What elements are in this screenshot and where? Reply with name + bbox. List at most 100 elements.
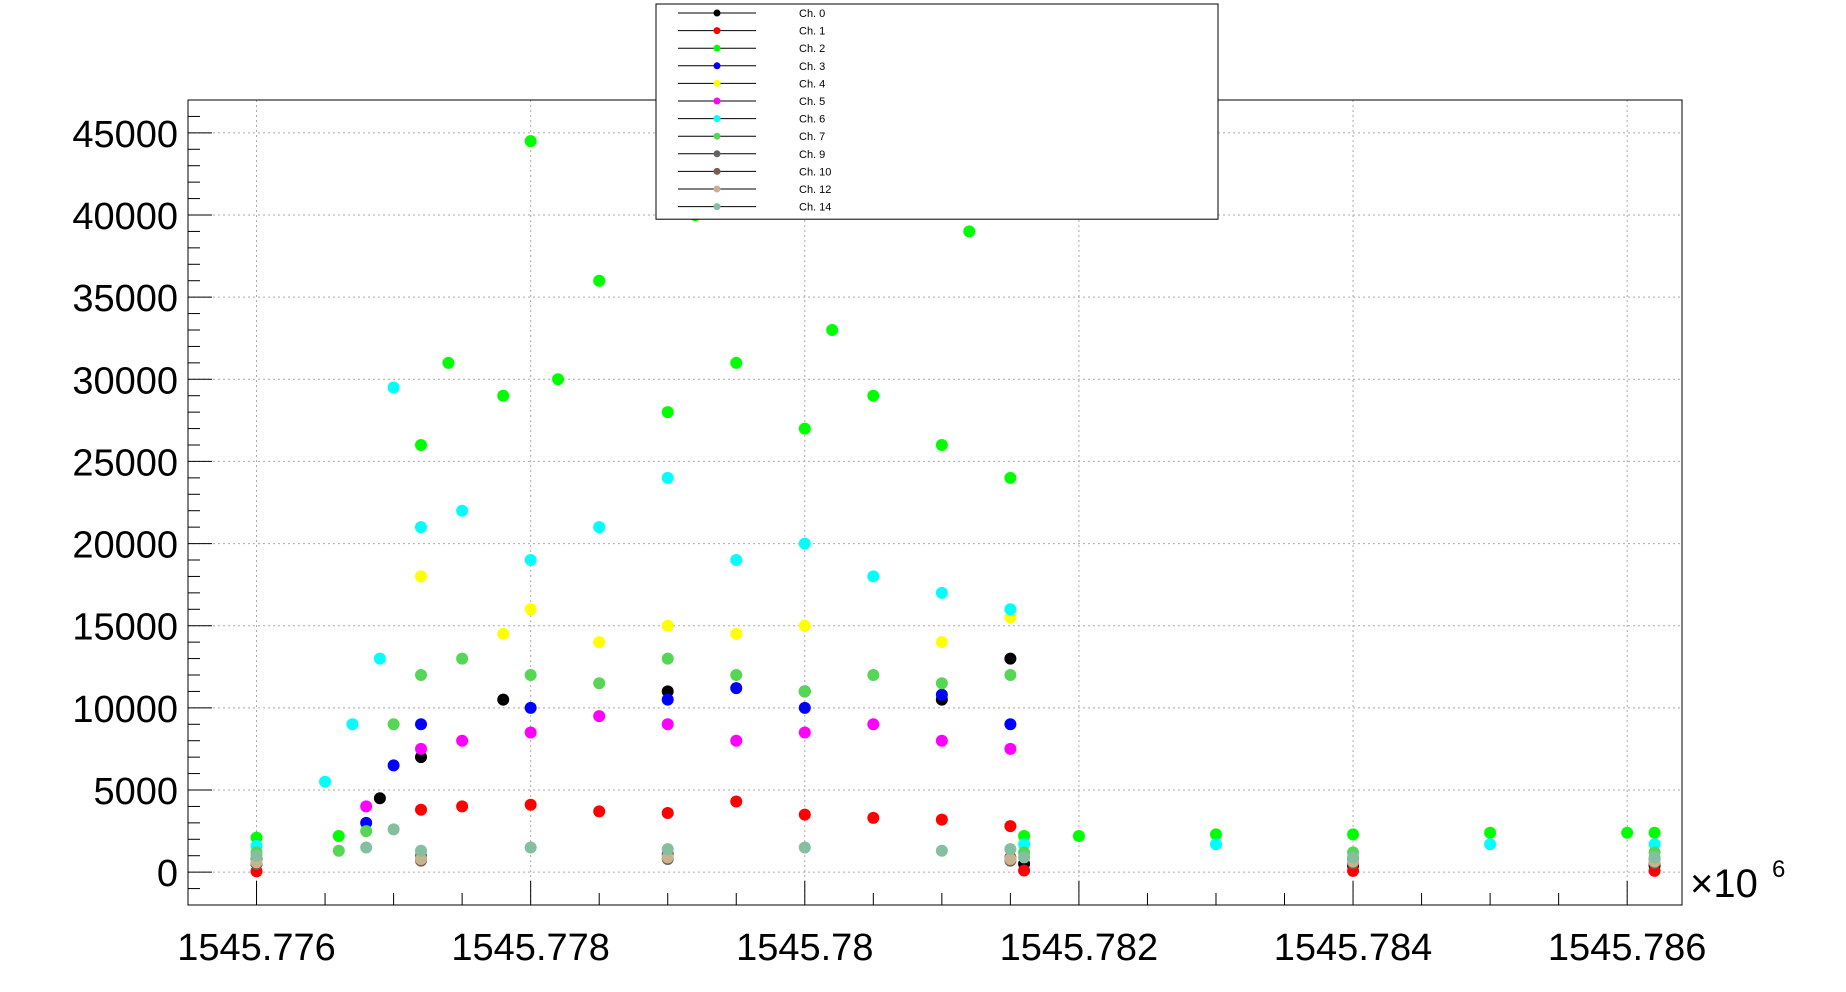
- series-7-point-3: [387, 718, 400, 731]
- x-tick-labels: 1545.776 1545.778 1545.78 1545.782 1545.784 1…: [177, 927, 1706, 969]
- series-3-point-5: [730, 682, 743, 695]
- legend-marker-0: [713, 9, 721, 17]
- series-3-point-8: [1004, 718, 1017, 731]
- x-multiplier-exponent: 6: [1772, 856, 1785, 883]
- legend-label-5: Ch. 5: [799, 96, 825, 108]
- legend-entry-7: Ch. 7: [678, 131, 825, 143]
- series-11-point-10: [1347, 851, 1360, 864]
- series-2-point-13: [867, 389, 880, 402]
- legend-label-3: Ch. 3: [799, 61, 825, 73]
- series-6-point-8: [593, 521, 606, 534]
- series-2-point-14: [935, 439, 948, 451]
- series-11-point-11: [1648, 851, 1661, 864]
- legend-label-9: Ch. 10: [799, 166, 831, 178]
- legend-marker-4: [713, 79, 721, 87]
- series-1-point-8: [867, 811, 880, 824]
- series-4-point-8: [1004, 611, 1017, 624]
- legend-marker-11: [713, 203, 721, 211]
- series-6-point-16: [1209, 838, 1222, 851]
- series-11-point-8: [1004, 843, 1017, 856]
- x-tick-label-0: 1545.776: [177, 927, 336, 969]
- series-6-point-5: [415, 521, 428, 534]
- legend-label-1: Ch. 1: [799, 26, 825, 38]
- legend-marker-10: [713, 185, 721, 193]
- series-4-point-2: [524, 603, 537, 616]
- x-tick-label-5: 1545.786: [1548, 927, 1707, 969]
- series-3: [360, 682, 1017, 829]
- series-6-point-17: [1484, 838, 1497, 851]
- series-11-point-9: [1018, 851, 1031, 864]
- series-2-point-17: [1018, 830, 1031, 842]
- series-2-point-7: [593, 274, 606, 287]
- series-2-point-11: [798, 422, 811, 435]
- series-6-point-7: [524, 554, 537, 566]
- series-1-point-9: [935, 813, 948, 826]
- series-5-point-8: [867, 718, 880, 731]
- series-0-point-4: [661, 685, 674, 698]
- series-1-point-7: [798, 808, 811, 821]
- series-6: [250, 381, 1661, 852]
- x-tick-label-2: 1545.78: [736, 927, 873, 969]
- legend-entry-5: Ch. 5: [678, 96, 825, 108]
- legend-box: [655, 3, 1219, 220]
- legend-marker-8: [713, 150, 721, 158]
- series-2-point-8: [661, 406, 674, 419]
- series-2-point-19: [1209, 828, 1222, 841]
- series-2-point-16: [1004, 471, 1017, 484]
- series-3-point-1: [387, 759, 400, 772]
- legend-entry-10: Ch. 12: [678, 184, 831, 196]
- series-11-point-2: [387, 823, 400, 836]
- series-3-point-7: [935, 688, 948, 701]
- series-6-point-15: [1018, 838, 1031, 851]
- series-5-point-3: [524, 726, 537, 739]
- series-6-point-11: [798, 537, 811, 550]
- series-10-point-1: [415, 853, 428, 865]
- legend-marker-5: [713, 97, 721, 105]
- legend-marker-6: [713, 115, 721, 123]
- legend-entry-6: Ch. 6: [678, 114, 825, 126]
- legend-entry-8: Ch. 9: [678, 149, 825, 161]
- series-1-point-4: [593, 805, 606, 818]
- legend-label-4: Ch. 4: [799, 78, 825, 90]
- series-2-point-15: [963, 225, 976, 238]
- series-2-point-2: [415, 439, 428, 451]
- series-5-point-5: [661, 718, 674, 731]
- series-2-point-0: [250, 831, 263, 844]
- series-2-point-21: [1484, 826, 1497, 839]
- series-10-point-3: [1004, 853, 1017, 865]
- series-2: [250, 135, 1661, 844]
- series-11-point-6: [798, 841, 811, 854]
- series-5-point-4: [593, 710, 606, 723]
- legend-entry-0: Ch. 0: [678, 8, 825, 20]
- series-2-point-6: [552, 373, 565, 386]
- series-11-point-1: [360, 841, 373, 854]
- series-2-point-4: [497, 389, 510, 402]
- series-6-point-12: [867, 570, 880, 583]
- series-2-point-10: [730, 356, 743, 369]
- series-7-point-1: [332, 844, 345, 857]
- legend-label-6: Ch. 6: [799, 114, 825, 126]
- series-4-point-6: [798, 619, 811, 632]
- series-1-point-1: [415, 803, 428, 816]
- legend-entry-11: Ch. 14: [678, 202, 831, 214]
- series-2-point-12: [826, 324, 839, 336]
- series-4-point-0: [415, 570, 428, 583]
- series-2-point-20: [1347, 828, 1360, 841]
- legend-entry-2: Ch. 2: [678, 43, 825, 55]
- legend-marker-2: [713, 44, 721, 52]
- series-7-point-5: [456, 652, 469, 665]
- y-tick-label-9: 45000: [72, 114, 178, 156]
- series-0-point-7: [1004, 652, 1017, 665]
- series-1-point-3: [524, 798, 537, 811]
- series-1-point-11: [1018, 864, 1031, 877]
- series-5-point-0: [360, 800, 373, 813]
- series-4-point-4: [661, 619, 674, 632]
- y-tick-label-5: 25000: [72, 442, 178, 484]
- legend-marker-9: [713, 167, 721, 175]
- series-7-point-6: [524, 669, 537, 681]
- series-5-point-6: [730, 734, 743, 747]
- series-11: [250, 823, 1661, 864]
- axes: [188, 115, 1628, 905]
- series-7-point-9: [730, 669, 743, 681]
- legend: Ch. 0 Ch. 1 Ch. 2 Ch. 3 Ch. 4 Ch. 5 Ch. 6 Ch. 7…: [655, 3, 1219, 220]
